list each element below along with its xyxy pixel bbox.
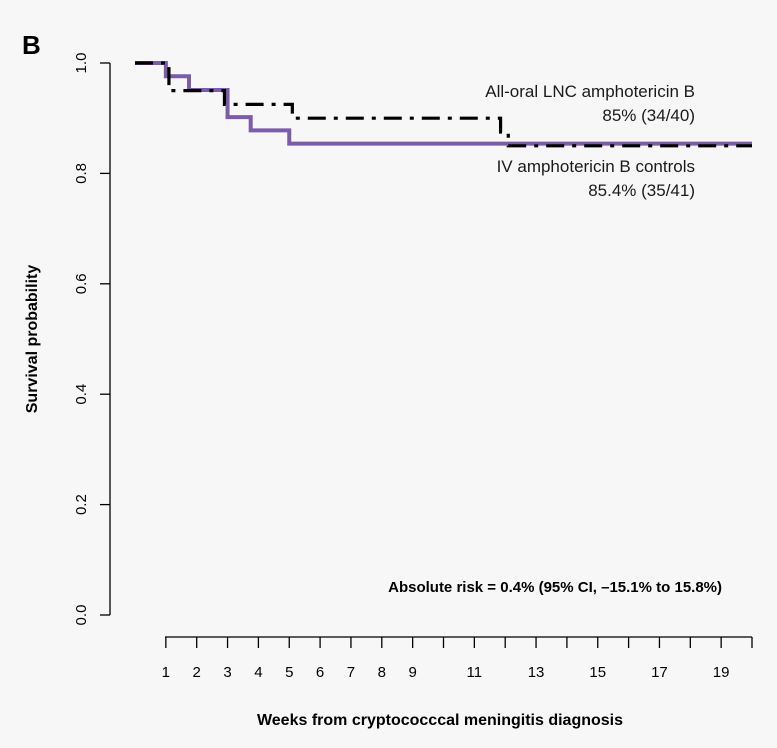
x-tick-label: 4 bbox=[254, 664, 262, 681]
x-tick-label: 7 bbox=[347, 664, 355, 681]
y-axis-label: Survival probability bbox=[24, 265, 41, 414]
series-line-iv-controls bbox=[135, 61, 752, 146]
y-tick-label: 0.2 bbox=[73, 494, 90, 515]
series-annotation-oral-line1: All-oral LNC amphotericin B bbox=[485, 82, 695, 101]
y-tick-label: 0.8 bbox=[73, 163, 90, 184]
y-tick-label: 0.0 bbox=[73, 605, 90, 626]
x-axis-label: Weeks from cryptococccal meningitis diag… bbox=[257, 712, 623, 729]
x-tick-label: 15 bbox=[589, 664, 606, 681]
x-tick-label: 11 bbox=[467, 664, 483, 681]
y-tick-label: 0.4 bbox=[73, 384, 90, 405]
x-tick-label: 2 bbox=[193, 664, 201, 681]
series-annotation-oral-line2: 85% (34/40) bbox=[602, 106, 695, 125]
x-tick-label: 6 bbox=[316, 664, 324, 681]
y-tick-label: 0.6 bbox=[73, 273, 90, 294]
y-axis: 0.0 0.2 0.4 0.6 0.8 1.0 bbox=[73, 53, 111, 626]
x-tick-label: 9 bbox=[408, 664, 416, 681]
absolute-risk-annotation: Absolute risk = 0.4% (95% CI, –15.1% to … bbox=[388, 579, 722, 596]
series-layer bbox=[135, 61, 752, 148]
panel-label: B bbox=[22, 30, 41, 60]
x-tick-label: 13 bbox=[528, 664, 545, 681]
y-tick-label: 1.0 bbox=[73, 53, 90, 74]
x-tick-label: 8 bbox=[378, 664, 386, 681]
x-tick-label: 1 bbox=[162, 664, 170, 681]
x-tick-label: 3 bbox=[223, 664, 231, 681]
series-annotation-iv-line1: IV amphotericin B controls bbox=[497, 157, 695, 176]
series-line-oral-lnc bbox=[135, 61, 752, 148]
x-tick-label: 5 bbox=[285, 664, 293, 681]
series-annotation-iv-line2: 85.4% (35/41) bbox=[588, 181, 695, 200]
x-tick-label: 17 bbox=[651, 664, 668, 681]
x-axis: 1 2 3 4 5 6 7 8 9 11 13 15 17 19 bbox=[162, 636, 753, 681]
x-tick-label: 19 bbox=[713, 664, 730, 681]
